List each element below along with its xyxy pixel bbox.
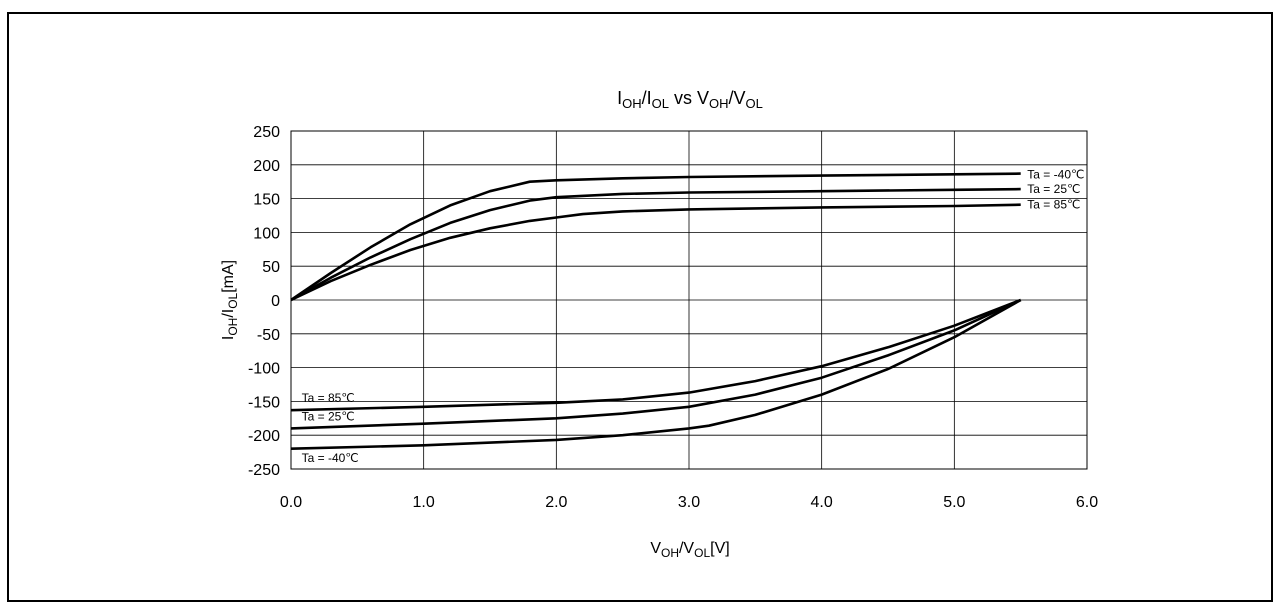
x-tick-label: 5.0 [943,494,965,511]
grid-lines [290,130,1088,470]
y-tick-label: 150 [253,192,280,209]
y-tick-label: -100 [248,361,280,378]
x-tick-label: 0.0 [280,494,302,511]
x-tick-label: 6.0 [1076,494,1098,511]
series-line-ioh-ta-85 [290,203,1021,302]
series-annotation: Ta = 85℃ [302,391,355,405]
series-annotation: Ta = 25℃ [302,409,355,423]
y-tick-label: 0 [271,293,280,310]
series-annotations: Ta = -40℃Ta = 25℃Ta = 85℃Ta = 85℃Ta = 25… [302,167,1085,465]
y-tick-label: -150 [248,394,280,411]
x-tick-label: 1.0 [413,494,435,511]
x-axis-title: VOH/VOL[V] [650,540,729,560]
chart-frame [7,12,1273,602]
series-line-ioh-ta-25 [290,187,1021,302]
y-tick-labels: 250 200 150 100 50 0 -50 -100 -150 -200 -250 [248,124,280,479]
x-tick-label: 3.0 [678,494,700,511]
series-line-iol-ta-25 [290,298,1022,430]
y-tick-label: 250 [253,124,280,141]
y-tick-label: -50 [257,327,280,344]
series-annotation: Ta = -40℃ [302,451,359,465]
y-tick-label: -250 [248,462,280,479]
series-annotation: Ta = -40℃ [1027,167,1084,181]
y-tick-label: 200 [253,158,280,175]
chart-title: IOH/IOL vs VOH/VOL [617,88,763,111]
series-line-ioh-ta-40 [290,172,1021,302]
y-tick-label: -200 [248,428,280,445]
y-axis-title: IOH/IOL[mA] [220,260,240,340]
x-tick-labels: 0.0 1.0 2.0 3.0 4.0 5.0 6.0 [280,494,1098,511]
series-line-iol-ta-40 [290,298,1022,450]
series-annotation: Ta = 25℃ [1027,182,1080,196]
series-annotation: Ta = 85℃ [1027,198,1080,212]
series-lines [290,172,1022,450]
series-line-iol-ta-85 [290,298,1022,412]
x-tick-label: 2.0 [545,494,567,511]
x-tick-label: 4.0 [811,494,833,511]
y-tick-label: 100 [253,225,280,242]
y-tick-label: 50 [262,259,280,276]
